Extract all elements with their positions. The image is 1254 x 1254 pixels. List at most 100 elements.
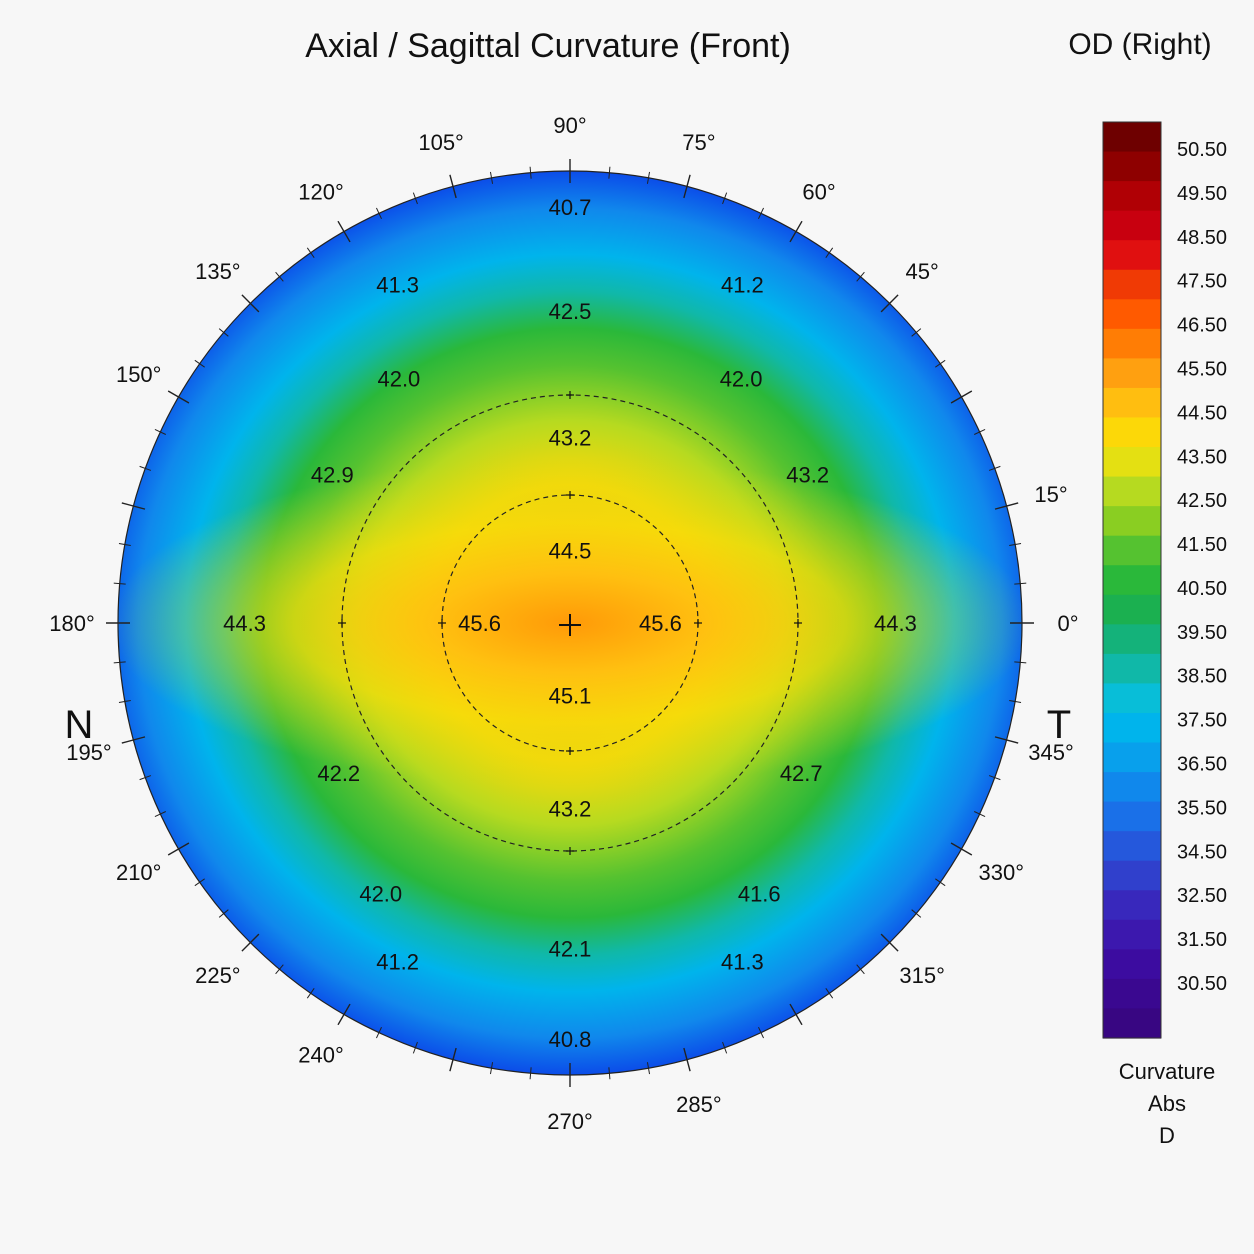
colorbar-label-line: Curvature <box>1119 1059 1216 1084</box>
angle-tick <box>935 359 946 368</box>
angle-tick <box>275 271 284 282</box>
zone-marks <box>338 391 802 855</box>
colorbar-swatch <box>1103 978 1161 1010</box>
colorbar-swatch <box>1103 1008 1161 1039</box>
angle-tick <box>113 661 126 664</box>
colorbar-swatch <box>1103 860 1161 891</box>
curvature-reading: 45.1 <box>549 683 592 708</box>
angle-tick <box>218 328 229 337</box>
angle-label: 195° <box>66 740 112 765</box>
angle-tick <box>154 428 166 435</box>
colorbar-tick-label: 40.50 <box>1177 578 1227 600</box>
curvature-reading: 42.9 <box>311 462 354 487</box>
angle-tick <box>275 964 284 975</box>
angle-tick <box>683 1047 691 1072</box>
angle-label: 345° <box>1028 740 1074 765</box>
colorbar-swatch <box>1103 506 1161 537</box>
angle-tick <box>241 294 260 313</box>
colorbar-swatch <box>1103 831 1161 862</box>
center-cross <box>559 614 581 636</box>
temporal-label: T <box>1047 703 1071 747</box>
colorbar-swatch <box>1103 712 1161 744</box>
curvature-reading: 42.1 <box>549 936 592 961</box>
angle-label: 120° <box>298 180 344 205</box>
angle-tick <box>950 390 973 404</box>
colorbar-tick-label: 30.50 <box>1177 973 1227 995</box>
colorbar-tick-label: 41.50 <box>1177 534 1227 556</box>
angle-tick <box>306 988 315 999</box>
colorbar-swatch <box>1103 949 1161 980</box>
angle-tick <box>974 811 986 818</box>
angle-tick <box>911 328 922 337</box>
colorbar-tick-label: 43.50 <box>1177 446 1227 468</box>
angle-label: 15° <box>1034 482 1067 507</box>
colorbar-swatch <box>1103 890 1161 921</box>
angle-tick <box>935 878 946 887</box>
colorbar-label-line: D <box>1159 1123 1175 1148</box>
colorbar-tick-label: 38.50 <box>1177 666 1227 688</box>
angle-tick <box>337 1003 351 1026</box>
angle-tick <box>856 964 865 975</box>
angle-tick <box>375 207 382 219</box>
angle-tick <box>880 933 899 952</box>
curvature-reading: 42.2 <box>317 761 360 786</box>
angle-ticks <box>106 159 1034 1087</box>
colorbar-swatch <box>1103 742 1161 773</box>
angle-tick <box>194 359 205 368</box>
colorbar-frame <box>1102 121 1162 1039</box>
colorbar-tick-label: 37.50 <box>1177 710 1227 732</box>
angle-label: 225° <box>195 963 241 988</box>
curvature-reading: 43.2 <box>786 462 829 487</box>
colorbar-tick-label: 35.50 <box>1177 797 1227 819</box>
angle-label: 240° <box>298 1042 344 1067</box>
angle-tick <box>950 842 973 856</box>
angle-tick <box>218 909 229 918</box>
angle-tick <box>529 166 532 179</box>
colorbar-swatch <box>1103 122 1161 153</box>
curvature-reading: 40.7 <box>549 195 592 220</box>
angle-tick <box>167 390 190 404</box>
angle-label: 90° <box>553 113 586 138</box>
angle-tick <box>194 878 205 887</box>
angle-tick <box>118 542 131 547</box>
colorbar-swatch <box>1103 594 1161 625</box>
colorbar-swatch <box>1103 683 1161 714</box>
angle-tick <box>139 465 152 471</box>
angle-label: 60° <box>802 180 835 205</box>
colorbar-swatch <box>1103 476 1161 507</box>
colorbar-tick-label: 39.50 <box>1177 622 1227 644</box>
angle-label: 330° <box>979 860 1025 885</box>
curvature-reading: 41.2 <box>376 949 419 974</box>
colorbar-swatch <box>1103 240 1161 271</box>
angle-label: 315° <box>899 963 945 988</box>
angle-tick <box>994 736 1019 744</box>
angle-tick <box>121 502 146 510</box>
colorbar <box>1102 121 1162 1039</box>
colorbar-tick-label: 45.50 <box>1177 358 1227 380</box>
angle-tick <box>825 247 834 258</box>
angle-tick <box>1014 661 1027 664</box>
angle-tick <box>789 220 803 243</box>
chart-title: Axial / Sagittal Curvature (Front) <box>305 27 791 65</box>
colorbar-swatch <box>1103 535 1161 566</box>
angle-tick <box>911 909 922 918</box>
angle-tick <box>167 842 190 856</box>
curvature-reading: 42.7 <box>780 761 823 786</box>
colorbar-tick-label: 42.50 <box>1177 490 1227 512</box>
colorbar-swatch <box>1103 624 1161 655</box>
angle-tick <box>154 811 166 818</box>
angle-tick <box>974 428 986 435</box>
angle-tick <box>241 933 260 952</box>
colorbar-swatch <box>1103 653 1161 685</box>
angle-label: 180° <box>49 611 95 636</box>
colorbar-tick-labels: 50.50 49.50 48.50 47.50 46.50 45.50 44.50 43.50… <box>1177 139 1227 995</box>
angle-label: 135° <box>195 259 241 284</box>
colorbar-swatch <box>1103 919 1161 950</box>
curvature-readings: 40.7 40.8 41.3 41.2 41.2 41.3 42.5 42.1 42.0 42.0… <box>223 195 917 1052</box>
colorbar-swatch <box>1103 181 1161 212</box>
colorbar-swatch <box>1103 772 1161 803</box>
angle-tick <box>118 699 131 704</box>
angle-tick <box>121 736 146 744</box>
colorbar-swatch <box>1103 328 1161 359</box>
